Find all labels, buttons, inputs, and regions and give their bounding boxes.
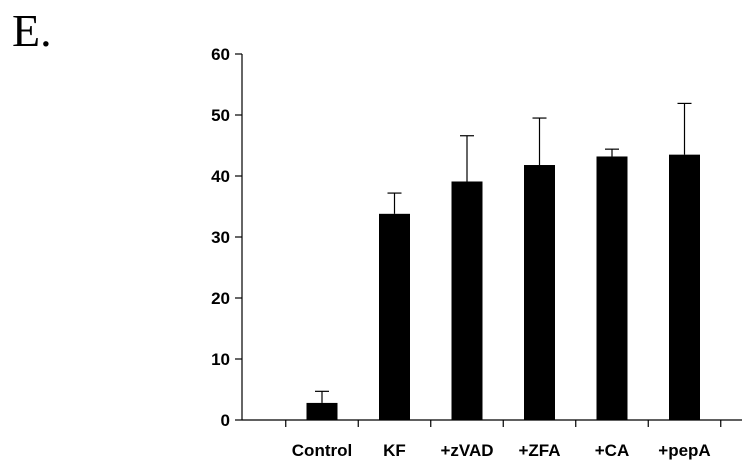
y-tick-label: 0 bbox=[221, 411, 230, 430]
y-tick-label: 50 bbox=[211, 106, 230, 125]
bar-kf bbox=[379, 213, 410, 420]
x-tick-label: +pepA bbox=[658, 441, 710, 460]
bar-zvad bbox=[451, 181, 483, 420]
bar-pepa bbox=[669, 154, 700, 420]
y-tick-label: 40 bbox=[211, 167, 230, 186]
y-axis: 0 10 20 30 40 50 60 bbox=[211, 45, 243, 430]
x-tick-label: +ZFA bbox=[518, 441, 560, 460]
panel-label: E. bbox=[12, 5, 52, 56]
y-tick-label: 60 bbox=[211, 45, 230, 64]
x-tick-label: +zVAD bbox=[440, 441, 493, 460]
y-tick-label: 30 bbox=[211, 228, 230, 247]
error-bars bbox=[315, 102, 692, 403]
y-tick-label: 20 bbox=[211, 289, 230, 308]
y-tick-label: 10 bbox=[211, 350, 230, 369]
x-tick-label: +CA bbox=[595, 441, 629, 460]
x-axis: Control KF +zVAD +ZFA +CA +pepA bbox=[242, 419, 742, 460]
bar-control bbox=[306, 402, 338, 420]
bars bbox=[306, 154, 700, 421]
x-tick-label: KF bbox=[383, 441, 406, 460]
bar-zfa bbox=[524, 165, 555, 420]
bar-ca bbox=[596, 156, 628, 421]
x-tick-label: Control bbox=[292, 441, 352, 460]
